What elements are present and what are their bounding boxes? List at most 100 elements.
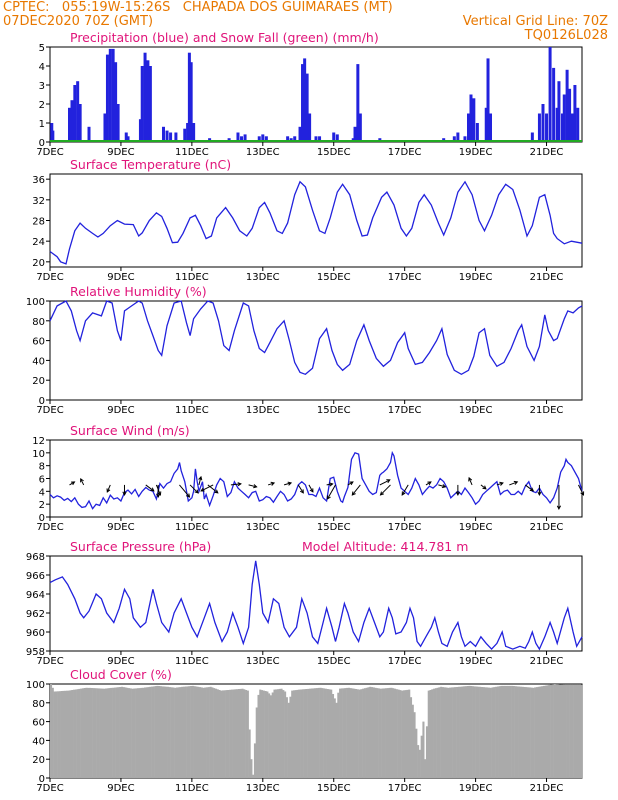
cloud-bar bbox=[175, 687, 178, 778]
cloud-bar bbox=[163, 686, 166, 778]
cloud-bar bbox=[331, 694, 335, 778]
wind-arrow bbox=[198, 476, 202, 486]
cloud-bar bbox=[425, 726, 429, 778]
cloud-bar bbox=[124, 687, 127, 778]
cloud-bar bbox=[560, 684, 563, 778]
precip-bar bbox=[87, 126, 91, 142]
x-tick-label: 13DEC bbox=[246, 783, 280, 794]
y-tick-label: 5 bbox=[39, 43, 45, 54]
cloud-bar bbox=[96, 688, 99, 778]
panel-4 bbox=[46, 555, 583, 655]
cloud-bar bbox=[87, 687, 90, 778]
cloud-bar bbox=[135, 688, 138, 778]
wind-arrow-head bbox=[270, 481, 276, 486]
cloud-bar bbox=[167, 686, 170, 778]
cloud-bar bbox=[512, 686, 515, 778]
precip-bar bbox=[469, 94, 473, 142]
panel-frame bbox=[49, 555, 583, 652]
cloud-bar bbox=[232, 689, 235, 778]
wind-arrow bbox=[200, 484, 214, 492]
x-tick-label: 7DEC bbox=[36, 405, 63, 416]
wind-arrow bbox=[438, 484, 446, 488]
cloud-bar bbox=[438, 687, 441, 778]
cloud-bar bbox=[294, 690, 297, 778]
cloud-bar bbox=[362, 688, 365, 778]
cloud-bar bbox=[197, 686, 200, 778]
cloud-bar bbox=[303, 689, 306, 778]
cloud-bar bbox=[370, 687, 374, 778]
wind-arrow bbox=[401, 484, 409, 496]
cloud-bar bbox=[567, 684, 570, 778]
cloud-bar bbox=[475, 686, 478, 778]
cloud-bar bbox=[441, 687, 444, 778]
wind-arrow bbox=[179, 484, 190, 498]
precip-bar bbox=[318, 136, 322, 142]
cloud-bar bbox=[314, 688, 317, 778]
cloud-bar bbox=[292, 690, 296, 778]
x-tick-label: 19DEC bbox=[459, 656, 493, 667]
cloud-bar bbox=[220, 690, 223, 778]
cloud-bar bbox=[548, 684, 551, 778]
precip-bar bbox=[456, 132, 460, 142]
wind-arrow bbox=[468, 477, 473, 486]
cloud-bar bbox=[179, 687, 182, 778]
cloud-bar bbox=[434, 688, 437, 778]
wind-arrow-head bbox=[427, 481, 432, 486]
cloud-bar bbox=[569, 684, 572, 778]
x-tick-label: 19DEC bbox=[459, 147, 493, 158]
panel-title: Surface Temperature (nC) bbox=[70, 157, 231, 172]
cloud-bar bbox=[202, 687, 205, 778]
precip-bar bbox=[187, 52, 191, 143]
cloud-bar bbox=[429, 690, 432, 778]
y-tick-label: 0 bbox=[39, 513, 45, 524]
cloud-bar bbox=[106, 688, 109, 778]
precip-bar bbox=[103, 113, 107, 142]
cloud-bar bbox=[133, 688, 136, 778]
cloud-bar bbox=[509, 685, 512, 778]
precip-bar bbox=[116, 104, 120, 142]
cloud-bar bbox=[431, 689, 434, 778]
precip-bar bbox=[573, 85, 577, 142]
cloud-bar bbox=[537, 686, 540, 778]
precip-bar bbox=[486, 58, 490, 142]
x-tick-label: 13DEC bbox=[246, 147, 280, 158]
cloud-bar bbox=[206, 687, 209, 778]
cloud-bar bbox=[51, 687, 54, 778]
y-tick-label: 4 bbox=[39, 487, 45, 498]
cloud-bar bbox=[183, 686, 186, 778]
cloud-bar bbox=[73, 689, 76, 778]
cloud-bar bbox=[250, 759, 253, 778]
cloud-bar bbox=[138, 688, 141, 778]
cloud-bar bbox=[324, 688, 327, 778]
precip-bar bbox=[568, 88, 572, 142]
wind-arrow-head bbox=[253, 484, 258, 489]
y-tick-label: 964 bbox=[26, 590, 45, 601]
cloud-bar bbox=[287, 702, 290, 778]
cloud-bar bbox=[257, 694, 260, 778]
cloud-bar bbox=[158, 686, 161, 778]
precip-bar bbox=[243, 134, 247, 142]
cloud-bar bbox=[330, 689, 333, 778]
cloud-bar bbox=[541, 686, 544, 778]
x-tick-label: 21DEC bbox=[530, 783, 564, 794]
precip-bar bbox=[555, 107, 559, 142]
cloud-bar bbox=[415, 728, 418, 778]
cloud-bar bbox=[511, 685, 514, 778]
cloud-bar bbox=[468, 685, 471, 778]
x-tick-label: 19DEC bbox=[459, 522, 493, 533]
wind-arrow-head bbox=[349, 481, 354, 486]
cloud-bar bbox=[177, 687, 180, 778]
y-tick-label: 60 bbox=[32, 337, 45, 348]
cloud-bar bbox=[65, 690, 69, 778]
wind-arrow-head bbox=[150, 487, 155, 492]
cloud-bar bbox=[466, 686, 469, 778]
cloud-bar bbox=[523, 687, 526, 778]
x-tick-label: 9DEC bbox=[107, 405, 134, 416]
y-tick-label: 968 bbox=[26, 552, 45, 563]
cloud-bar bbox=[264, 691, 267, 778]
cloud-bar bbox=[477, 686, 480, 778]
cloud-bar bbox=[550, 684, 553, 778]
cloud-bar bbox=[551, 684, 554, 778]
cloud-bar bbox=[422, 721, 425, 778]
